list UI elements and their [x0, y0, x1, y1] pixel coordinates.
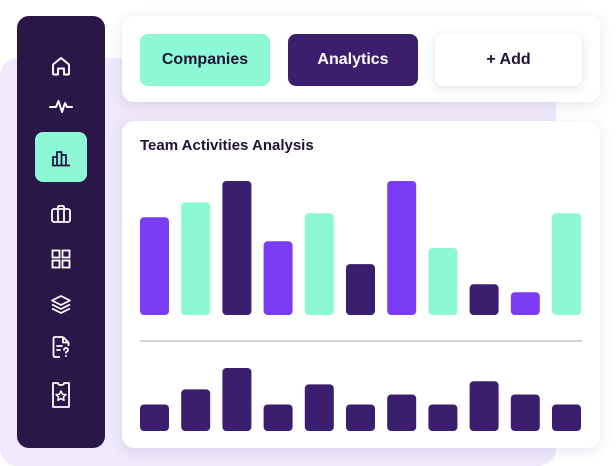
lower-chart-bar	[263, 404, 293, 431]
grid-icon	[51, 249, 71, 269]
sidebar-item-analytics[interactable]	[35, 132, 87, 182]
upper-chart-bar	[346, 264, 375, 315]
sidebar	[17, 16, 105, 448]
lower-chart-bar	[552, 404, 581, 431]
toolbar: Companies Analytics + Add	[122, 16, 600, 102]
lower-chart-bar	[428, 404, 458, 431]
sidebar-item-dashboard[interactable]	[49, 247, 73, 271]
upper-chart-bar	[222, 181, 252, 315]
sidebar-item-home[interactable]	[49, 54, 73, 78]
lower-chart-bar	[222, 368, 252, 431]
companies-button[interactable]: Companies	[140, 34, 270, 86]
upper-chart-bar	[510, 292, 540, 315]
upper-chart-bar	[552, 213, 581, 315]
upper-chart-bar	[181, 202, 211, 315]
lower-chart-bar	[346, 404, 375, 431]
upper-chart-bar	[140, 217, 169, 315]
home-icon	[52, 57, 70, 76]
layers-icon	[51, 295, 71, 314]
chart-title: Team Activities Analysis	[140, 137, 314, 154]
lower-chart-bar	[387, 394, 417, 431]
sidebar-item-activity[interactable]	[48, 96, 74, 116]
briefcase-icon	[51, 205, 71, 223]
sidebar-item-reports[interactable]	[49, 334, 73, 360]
ticket-star-icon	[52, 382, 70, 408]
sidebar-item-rewards[interactable]	[49, 380, 73, 410]
upper-chart-bar	[304, 213, 334, 315]
upper-chart-bar	[428, 248, 458, 315]
upper-chart-bar	[469, 284, 499, 315]
lower-chart-bar	[181, 389, 211, 431]
document-question-icon	[52, 336, 70, 358]
upper-chart-bar	[387, 181, 417, 315]
bar-chart-icon	[52, 151, 70, 167]
analytics-button[interactable]: Analytics	[288, 34, 418, 86]
sidebar-item-layers[interactable]	[49, 292, 73, 316]
add-button[interactable]: + Add	[435, 34, 582, 86]
chart-card: Team Activities Analysis	[122, 121, 600, 448]
lower-chart-bar	[304, 384, 334, 431]
lower-chart-bar	[140, 404, 169, 431]
sidebar-item-jobs[interactable]	[49, 202, 73, 226]
lower-chart-bar	[510, 394, 540, 431]
upper-chart-bar	[263, 241, 293, 315]
pulse-icon	[49, 100, 73, 113]
activities-chart	[140, 181, 582, 431]
lower-chart-bar	[469, 381, 499, 431]
